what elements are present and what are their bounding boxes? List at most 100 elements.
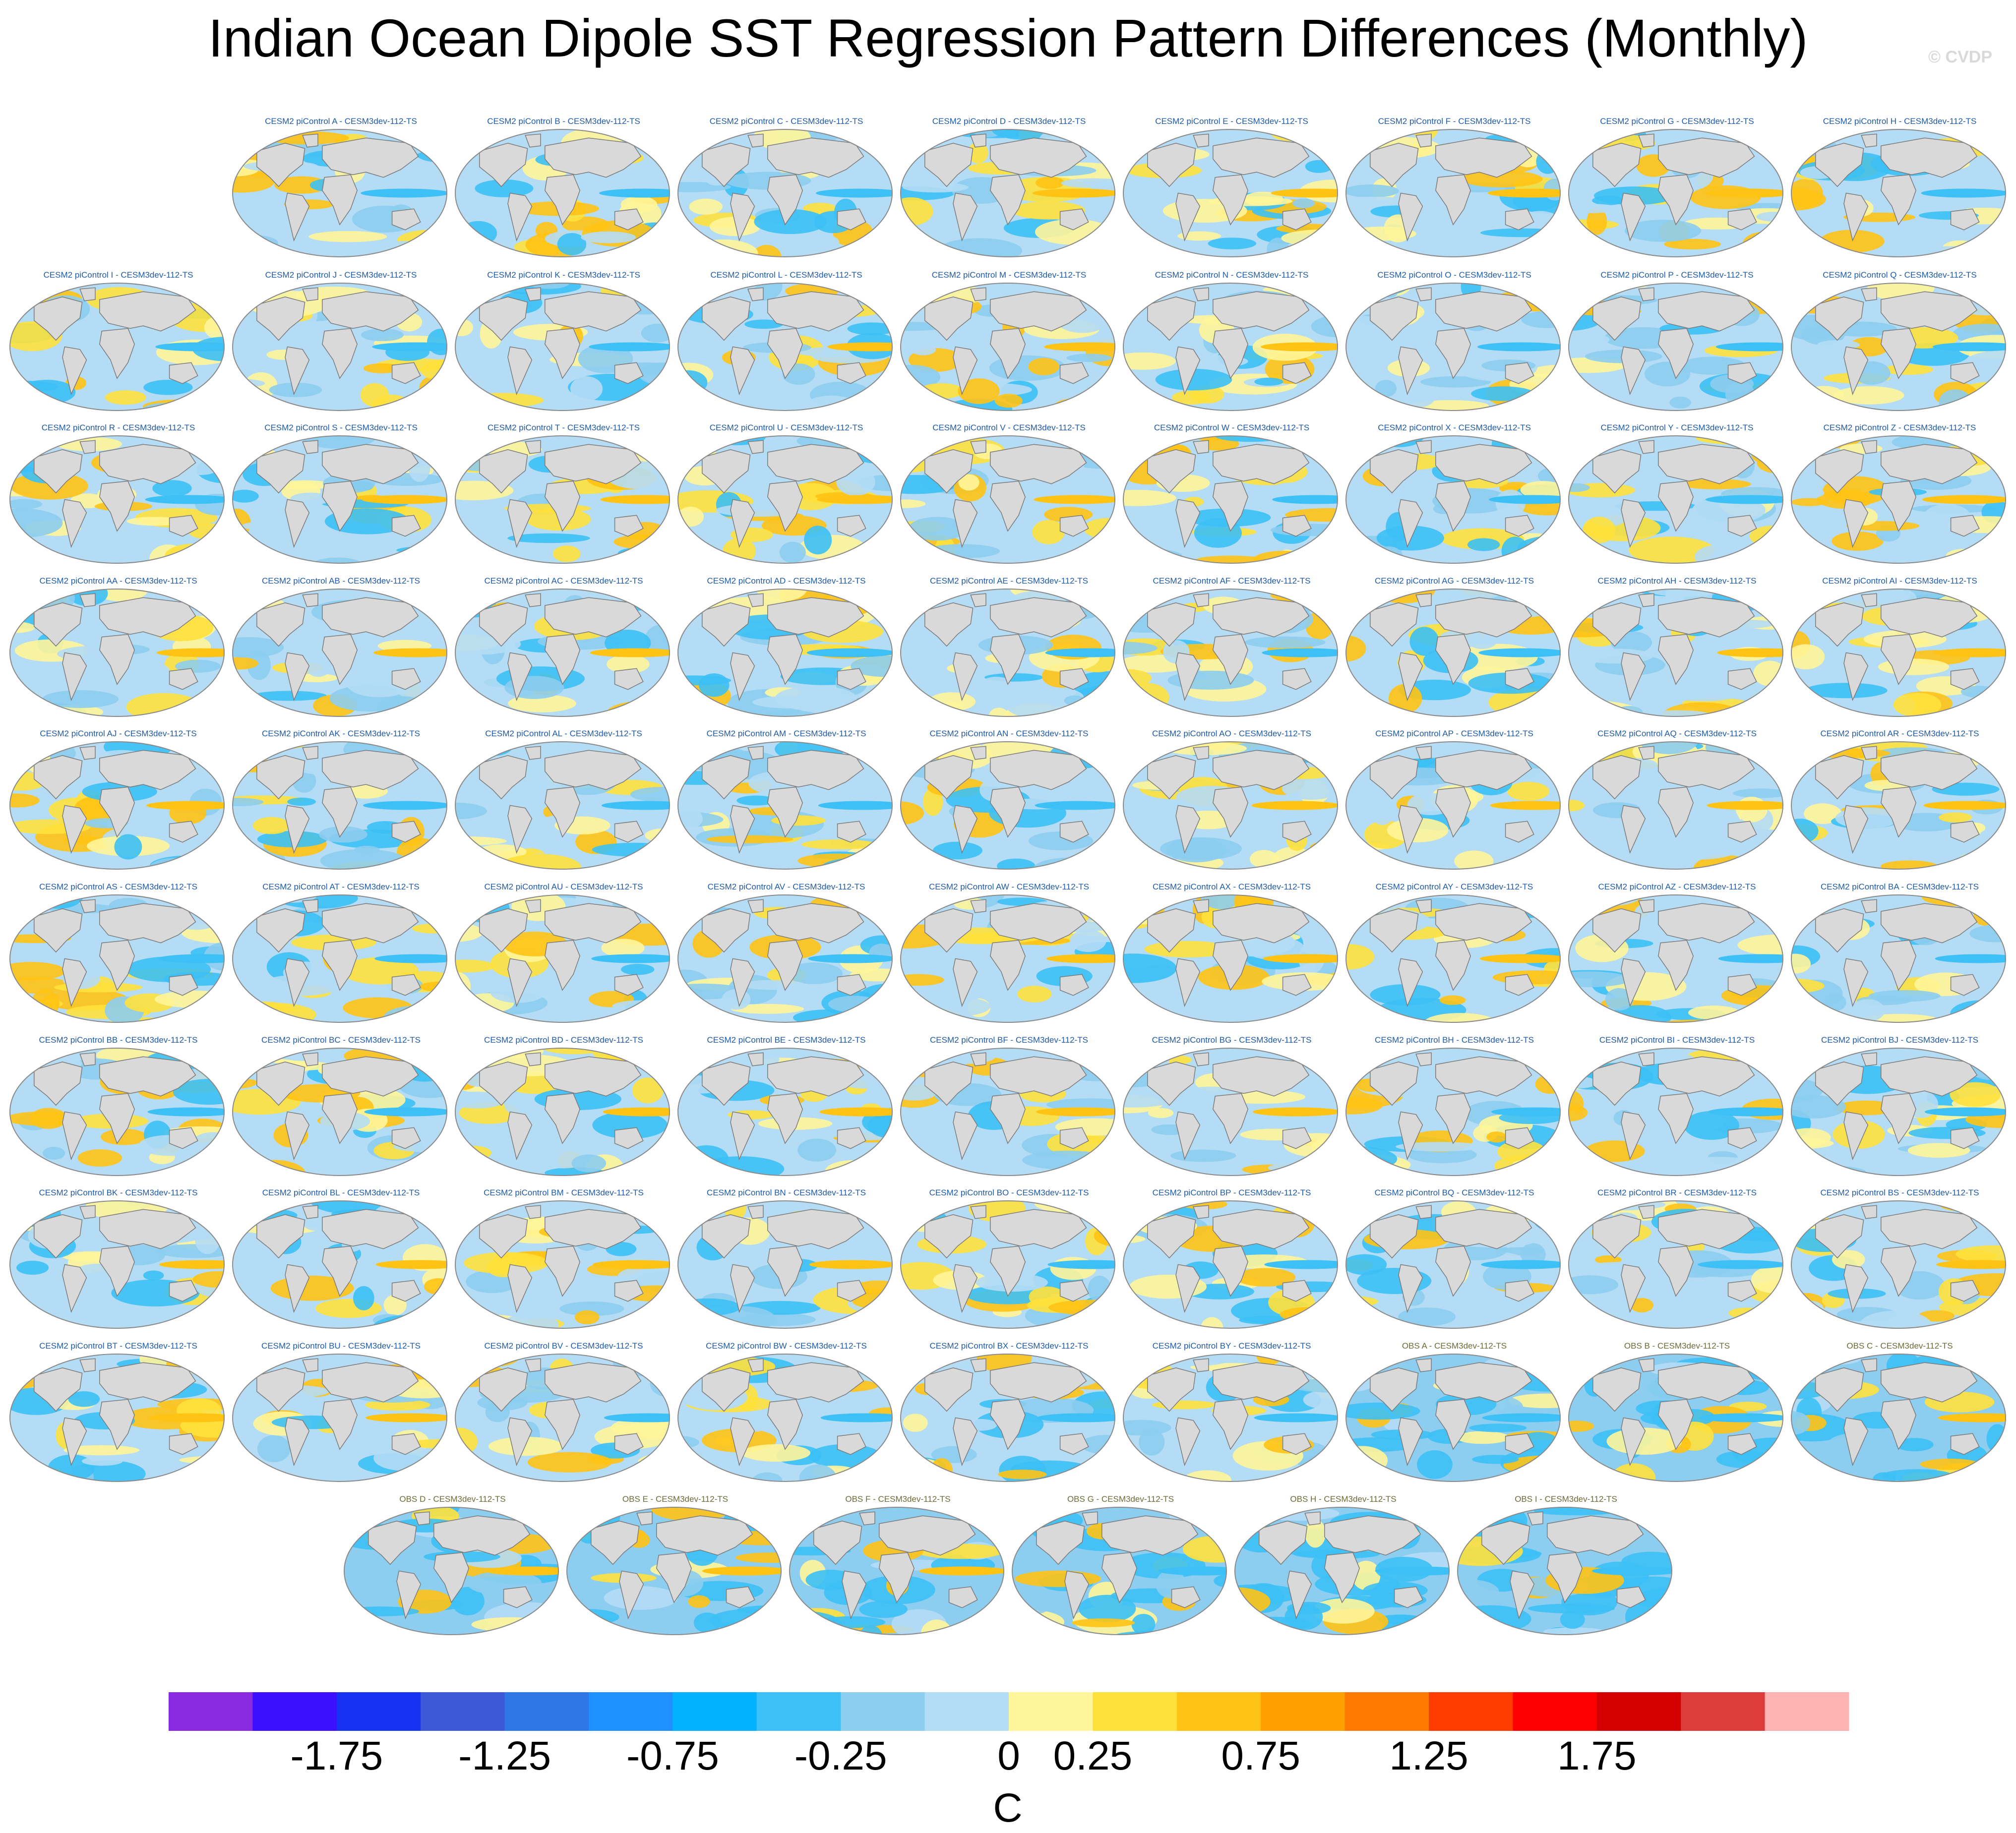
map-panel: CESM2 piControl AH - CESM3dev-112-TS	[1567, 576, 1787, 725]
world-map	[1123, 283, 1338, 411]
world-map	[900, 435, 1115, 564]
world-map	[677, 129, 893, 257]
map-panel-title: CESM2 piControl AG - CESM3dev-112-TS	[1375, 576, 1534, 586]
map-panel-title: CESM2 piControl AI - CESM3dev-112-TS	[1822, 576, 1977, 586]
world-map	[455, 741, 670, 870]
map-panel: CESM2 piControl AA - CESM3dev-112-TS	[8, 576, 229, 725]
world-map	[232, 894, 447, 1023]
world-map	[566, 1507, 782, 1635]
map-panel: CESM2 piControl Z - CESM3dev-112-TS	[1789, 423, 2010, 572]
map-panel-title: CESM2 piControl Y - CESM3dev-112-TS	[1600, 423, 1754, 432]
map-panel: CESM2 piControl L - CESM3dev-112-TS	[676, 270, 897, 419]
map-panel-title: CESM2 piControl AZ - CESM3dev-112-TS	[1598, 882, 1756, 891]
map-panel-title: CESM2 piControl AM - CESM3dev-112-TS	[706, 729, 866, 738]
map-panel: CESM2 piControl AU - CESM3dev-112-TS	[453, 882, 674, 1031]
world-map	[232, 435, 447, 564]
map-panel-title: CESM2 piControl AR - CESM3dev-112-TS	[1820, 729, 1979, 738]
world-map	[232, 741, 447, 870]
map-panel: CESM2 piControl C - CESM3dev-112-TS	[676, 117, 897, 265]
map-panel: CESM2 piControl BJ - CESM3dev-112-TS	[1789, 1035, 2010, 1184]
map-panel: CESM2 piControl K - CESM3dev-112-TS	[453, 270, 674, 419]
map-panel-title: CESM2 piControl AF - CESM3dev-112-TS	[1153, 576, 1311, 586]
map-panel: CESM2 piControl AG - CESM3dev-112-TS	[1344, 576, 1565, 725]
map-panel-title: CESM2 piControl AO - CESM3dev-112-TS	[1152, 729, 1311, 738]
world-map	[677, 1354, 893, 1482]
world-map	[1345, 435, 1561, 564]
world-map	[1123, 589, 1338, 717]
map-panel: CESM2 piControl AT - CESM3dev-112-TS	[231, 882, 451, 1031]
map-panel-title: CESM2 piControl AK - CESM3dev-112-TS	[261, 729, 421, 738]
map-panel: OBS D - CESM3dev-112-TS	[342, 1494, 563, 1643]
map-panel: CESM2 piControl AP - CESM3dev-112-TS	[1344, 729, 1565, 878]
world-map	[232, 129, 447, 257]
world-map	[1234, 1507, 1450, 1635]
map-panel-title: CESM2 piControl D - CESM3dev-112-TS	[932, 117, 1086, 126]
map-panel-title: CESM2 piControl BL - CESM3dev-112-TS	[262, 1188, 420, 1197]
map-panel-title: CESM2 piControl AC - CESM3dev-112-TS	[484, 576, 643, 586]
world-map	[1012, 1507, 1227, 1635]
world-map	[900, 894, 1115, 1023]
world-map	[1568, 741, 1783, 870]
map-panel: CESM2 piControl BN - CESM3dev-112-TS	[676, 1188, 897, 1337]
map-panel: CESM2 piControl AN - CESM3dev-112-TS	[899, 729, 1119, 878]
map-panel-title: CESM2 piControl BY - CESM3dev-112-TS	[1152, 1341, 1311, 1351]
map-panel-title: CESM2 piControl Q - CESM3dev-112-TS	[1823, 270, 1977, 280]
map-panel-title: CESM2 piControl H - CESM3dev-112-TS	[1823, 117, 1977, 126]
map-panel-title: CESM2 piControl AB - CESM3dev-112-TS	[261, 576, 421, 586]
world-map	[900, 283, 1115, 411]
world-map	[1568, 589, 1783, 717]
world-map	[1345, 129, 1561, 257]
map-panel: CESM2 piControl AS - CESM3dev-112-TS	[8, 882, 229, 1031]
map-panel-title: CESM2 piControl O - CESM3dev-112-TS	[1377, 270, 1531, 280]
map-panel-title: CESM2 piControl AY - CESM3dev-112-TS	[1375, 882, 1533, 891]
world-map	[900, 741, 1115, 870]
map-panel-title: CESM2 piControl K - CESM3dev-112-TS	[487, 270, 640, 280]
world-map	[1791, 1354, 2006, 1482]
map-panel-title: CESM2 piControl BQ - CESM3dev-112-TS	[1374, 1188, 1534, 1197]
map-panel-title: CESM2 piControl BK - CESM3dev-112-TS	[39, 1188, 198, 1197]
map-panel: CESM2 piControl BC - CESM3dev-112-TS	[231, 1035, 451, 1184]
map-panel-title: CESM2 piControl N - CESM3dev-112-TS	[1155, 270, 1309, 280]
map-panel: CESM2 piControl J - CESM3dev-112-TS	[231, 270, 451, 419]
map-panel: CESM2 piControl AR - CESM3dev-112-TS	[1789, 729, 2010, 878]
map-panel-title: CESM2 piControl BM - CESM3dev-112-TS	[484, 1188, 644, 1197]
map-panel-title: CESM2 piControl E - CESM3dev-112-TS	[1155, 117, 1308, 126]
map-panel-title: CESM2 piControl BU - CESM3dev-112-TS	[261, 1341, 421, 1351]
map-panel-title: CESM2 piControl Z - CESM3dev-112-TS	[1823, 423, 1976, 432]
map-panel: CESM2 piControl AK - CESM3dev-112-TS	[231, 729, 451, 878]
map-panel-title: CESM2 piControl AN - CESM3dev-112-TS	[929, 729, 1089, 738]
map-panel: OBS H - CESM3dev-112-TS	[1233, 1494, 1454, 1643]
map-panel: CESM2 piControl BS - CESM3dev-112-TS	[1789, 1188, 2010, 1337]
map-panel: CESM2 piControl P - CESM3dev-112-TS	[1567, 270, 1787, 419]
world-map	[1345, 283, 1561, 411]
map-panel-title: CESM2 piControl AH - CESM3dev-112-TS	[1597, 576, 1757, 586]
world-map	[232, 1200, 447, 1329]
map-panel: CESM2 piControl T - CESM3dev-112-TS	[453, 423, 674, 572]
world-map	[677, 741, 893, 870]
map-panel: CESM2 piControl G - CESM3dev-112-TS	[1567, 117, 1787, 265]
map-panel: CESM2 piControl BW - CESM3dev-112-TS	[676, 1341, 897, 1490]
map-panel-title: CESM2 piControl BF - CESM3dev-112-TS	[929, 1035, 1088, 1045]
map-panel: CESM2 piControl BQ - CESM3dev-112-TS	[1344, 1188, 1565, 1337]
map-panel: OBS A - CESM3dev-112-TS	[1344, 1341, 1565, 1490]
world-map	[1345, 1354, 1561, 1482]
map-panel: CESM2 piControl Y - CESM3dev-112-TS	[1567, 423, 1787, 572]
world-map	[1568, 435, 1783, 564]
world-map	[1345, 894, 1561, 1023]
watermark: © CVDP	[1928, 48, 1992, 66]
map-panel-title: CESM2 piControl BE - CESM3dev-112-TS	[707, 1035, 866, 1045]
world-map	[9, 741, 225, 870]
map-panel-title: CESM2 piControl I - CESM3dev-112-TS	[43, 270, 193, 280]
map-panel-title: CESM2 piControl B - CESM3dev-112-TS	[487, 117, 640, 126]
map-panel-title: OBS B - CESM3dev-112-TS	[1624, 1341, 1730, 1351]
world-map	[1345, 1200, 1561, 1329]
map-panel: CESM2 piControl AY - CESM3dev-112-TS	[1344, 882, 1565, 1031]
world-map	[1791, 1048, 2006, 1176]
world-map	[677, 283, 893, 411]
map-panel: CESM2 piControl BL - CESM3dev-112-TS	[231, 1188, 451, 1337]
map-panel: CESM2 piControl BF - CESM3dev-112-TS	[899, 1035, 1119, 1184]
map-panel: CESM2 piControl BI - CESM3dev-112-TS	[1567, 1035, 1787, 1184]
map-panel: CESM2 piControl U - CESM3dev-112-TS	[676, 423, 897, 572]
map-panel: CESM2 piControl D - CESM3dev-112-TS	[899, 117, 1119, 265]
map-panel: CESM2 piControl BR - CESM3dev-112-TS	[1567, 1188, 1787, 1337]
